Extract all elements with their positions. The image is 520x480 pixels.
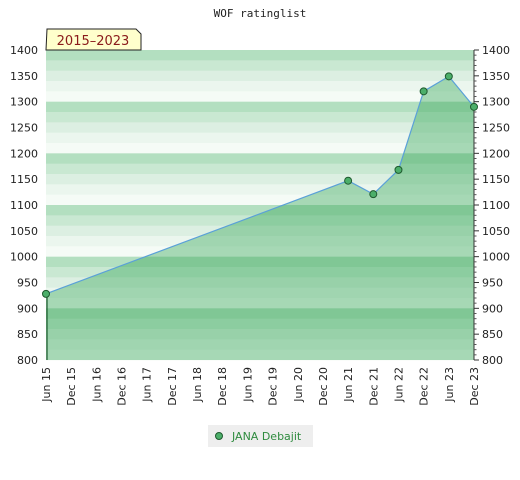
y-tick-label-left: 1350 — [10, 70, 38, 83]
x-tick-label: Dec 20 — [317, 367, 330, 406]
legend: JANA Debajit — [208, 425, 313, 447]
y-tick-label-right: 1150 — [482, 173, 510, 186]
period-label: 2015–2023 — [57, 34, 130, 49]
x-tick-label: Jun 15 — [40, 367, 53, 403]
data-point-marker — [470, 102, 478, 111]
background-band — [46, 174, 474, 185]
data-point-marker — [419, 87, 428, 96]
x-tick-label: Dec 21 — [367, 367, 380, 406]
background-band — [46, 329, 474, 340]
y-tick-label-left: 1100 — [10, 199, 38, 212]
x-tick-label: Dec 15 — [65, 367, 78, 406]
y-tick-label-left: 1150 — [10, 173, 38, 186]
y-tick-label-right: 1250 — [482, 122, 510, 135]
background-band — [46, 225, 474, 237]
background-band — [46, 205, 474, 216]
legend-background — [208, 425, 313, 447]
period-box: 2015–2023 — [45, 28, 142, 51]
background-band — [46, 143, 474, 154]
background-band — [46, 163, 474, 175]
background-band — [46, 81, 474, 92]
background-band — [46, 215, 474, 227]
data-point-marker — [42, 289, 50, 298]
x-tick-label: Jun 19 — [241, 367, 254, 403]
background-band — [46, 236, 474, 247]
y-tick-label-left: 1050 — [10, 225, 38, 238]
y-tick-label-left: 1300 — [10, 96, 38, 109]
background-band — [46, 308, 474, 320]
x-tick-label: Dec 16 — [116, 367, 129, 406]
background-band — [46, 267, 474, 278]
y-tick-label-left: 1400 — [10, 44, 38, 57]
background-band — [46, 256, 474, 268]
x-tick-label: Jun 18 — [191, 367, 204, 403]
background-band — [46, 101, 474, 113]
x-tick-label: Dec 23 — [468, 367, 481, 406]
background-band — [46, 50, 474, 61]
chart-title: WOF ratinglist — [214, 7, 307, 20]
y-tick-label-left: 950 — [17, 277, 38, 290]
background-band — [46, 184, 474, 196]
y-tick-label-right: 800 — [482, 354, 503, 367]
background-band — [46, 60, 474, 72]
y-tick-label-right: 1000 — [482, 251, 510, 264]
x-tick-label: Dec 19 — [267, 367, 280, 406]
background-band — [46, 349, 474, 361]
y-tick-label-right: 1100 — [482, 199, 510, 212]
period-box-frame — [45, 28, 142, 51]
series-markers — [42, 72, 478, 298]
series-area — [46, 76, 474, 360]
y-tick-label-left: 1200 — [10, 147, 38, 160]
x-tick-label: Jun 16 — [90, 367, 103, 403]
background-band — [46, 122, 474, 134]
background-band — [46, 153, 474, 165]
y-tick-label-right: 950 — [482, 277, 503, 290]
y-tick-label-right: 900 — [482, 302, 503, 315]
y-tick-label-right: 1050 — [482, 225, 510, 238]
background-band — [46, 91, 474, 103]
background-band — [46, 287, 474, 299]
legend-marker-icon — [215, 432, 223, 440]
x-axis: Jun 15 Dec 15 Jun 16 Dec 16 Jun 17 Dec 17 Jun … — [40, 367, 481, 406]
x-tick-label: Jun 22 — [392, 367, 405, 403]
background-band — [46, 132, 474, 144]
x-tick-label: Dec 17 — [166, 367, 179, 406]
y-tick-label-left: 1250 — [10, 122, 38, 135]
y-axis-left: 800 850 900 950 1000 1050 1100 1150 1200 1250 1300… — [10, 44, 38, 367]
x-tick-label: Jun 17 — [141, 367, 154, 403]
background-band — [46, 277, 474, 289]
data-point-marker — [344, 176, 353, 185]
y-tick-label-right: 850 — [482, 328, 503, 341]
background-band — [46, 194, 474, 206]
data-point-marker — [369, 190, 378, 199]
legend-label[interactable]: JANA Debajit — [231, 430, 302, 443]
y-tick-label-right: 1400 — [482, 44, 510, 57]
background-bands — [46, 50, 474, 361]
x-tick-label: Jun 21 — [342, 367, 355, 403]
x-tick-label: Dec 22 — [418, 367, 431, 406]
background-band — [46, 246, 474, 258]
data-point-marker — [394, 165, 403, 174]
background-band — [46, 339, 474, 351]
background-band — [46, 70, 474, 82]
y-tick-label-left: 800 — [17, 354, 38, 367]
x-tick-label: Dec 18 — [216, 367, 229, 406]
y-tick-label-right: 1200 — [482, 147, 510, 160]
background-band — [46, 112, 474, 123]
data-point-marker — [444, 72, 453, 81]
y-tick-label-left: 850 — [17, 328, 38, 341]
y-tick-label-left: 900 — [17, 302, 38, 315]
y-tick-label-right: 1350 — [482, 70, 510, 83]
y-axis-right: 800 850 900 950 1000 1050 1100 1150 1200 1250 1300… — [473, 44, 510, 367]
y-tick-label-left: 1000 — [10, 251, 38, 264]
background-band — [46, 298, 474, 309]
x-tick-label: Jun 20 — [292, 367, 305, 403]
background-band — [46, 318, 474, 330]
x-tick-label: Jun 23 — [443, 367, 456, 403]
y-tick-label-right: 1300 — [482, 96, 510, 109]
